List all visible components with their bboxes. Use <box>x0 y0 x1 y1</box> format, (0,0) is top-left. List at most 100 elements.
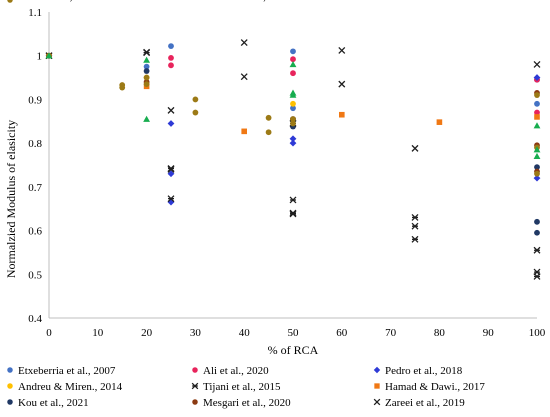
data-point <box>143 81 150 88</box>
data-point <box>192 96 199 103</box>
data-point <box>45 52 53 59</box>
data-point <box>289 61 297 68</box>
x-axis: 0 10 20 30 40 50 60 70 80 90 100 <box>46 327 546 339</box>
data-point <box>534 229 540 236</box>
x-tick-label: 90 <box>483 327 495 339</box>
data-points <box>45 39 541 280</box>
x-tick-label: 50 <box>288 327 300 339</box>
legend-label: Fonseca et al., 2011 <box>203 0 290 3</box>
y-tick-label: 0.8 <box>28 138 42 150</box>
legend-marker <box>7 0 13 3</box>
legend-marker <box>192 367 198 373</box>
data-point <box>167 120 175 127</box>
data-point <box>338 47 346 54</box>
data-point <box>240 39 248 47</box>
data-point <box>533 74 541 81</box>
data-point <box>143 115 150 122</box>
data-point <box>143 74 150 81</box>
data-point <box>534 170 540 177</box>
data-point <box>143 48 151 56</box>
legend-marker <box>373 366 381 374</box>
data-point <box>533 273 541 280</box>
data-point <box>533 152 541 159</box>
data-point <box>168 43 174 49</box>
data-point <box>143 63 150 70</box>
data-point <box>533 174 541 182</box>
legend-label: Kou et al., 2021 <box>18 397 89 409</box>
data-point <box>436 119 443 125</box>
y-tick-label: 1 <box>37 51 43 63</box>
legend-label: Mesgari et al., 2020 <box>203 397 291 409</box>
data-point <box>119 84 126 91</box>
data-point <box>533 122 541 129</box>
data-point <box>167 198 175 206</box>
data-point <box>167 165 175 173</box>
y-tick-label: 0.9 <box>28 94 42 106</box>
data-point <box>534 218 540 225</box>
y-tick-label: 1.1 <box>28 7 42 19</box>
legend-marker <box>373 398 381 406</box>
y-axis: 0.4 0.5 0.6 0.7 0.8 0.9 1 1.1 <box>28 7 42 325</box>
legend-label: Pedro et al., 2018 <box>385 365 463 377</box>
data-point <box>534 109 540 116</box>
data-point <box>265 114 272 121</box>
y-tick-label: 0.6 <box>28 226 42 238</box>
legend-marker <box>7 383 13 389</box>
x-tick-label: 10 <box>92 327 104 339</box>
y-tick-label: 0.7 <box>28 182 42 194</box>
data-point <box>534 164 540 171</box>
legend-marker <box>7 367 13 373</box>
data-point <box>534 114 540 120</box>
data-point <box>411 144 419 152</box>
legend-marker <box>192 399 198 405</box>
x-axis-title: % of RCA <box>268 343 319 357</box>
data-point <box>411 213 419 221</box>
x-tick-label: 40 <box>239 327 251 339</box>
data-point <box>167 195 175 203</box>
data-point <box>289 139 297 147</box>
data-point <box>167 106 175 114</box>
legend: Etxeberria et al., 2007 Ali et al., 2020 P… <box>7 0 485 409</box>
data-point <box>290 120 296 127</box>
data-point <box>339 111 345 118</box>
x-tick-label: 0 <box>46 327 52 339</box>
y-tick-label: 0.4 <box>28 313 42 325</box>
legend-label: Ali et al., 2020 <box>203 365 269 377</box>
data-point <box>289 135 297 143</box>
legend-marker <box>7 399 13 405</box>
data-point <box>290 116 296 122</box>
x-tick-label: 60 <box>336 327 348 339</box>
plot-frame <box>48 12 537 319</box>
data-point <box>290 70 296 77</box>
data-point <box>167 170 175 178</box>
legend-label: Hamad & Dawi., 2017 <box>385 381 485 393</box>
data-point <box>289 91 297 98</box>
data-point <box>533 246 541 254</box>
data-point <box>168 55 174 61</box>
data-point <box>338 80 346 88</box>
y-axis-title: Normalzied Modulus of elasicity <box>4 120 18 278</box>
data-point <box>290 48 296 55</box>
x-tick-label: 20 <box>141 327 153 339</box>
data-point <box>192 109 199 116</box>
data-point <box>411 222 419 230</box>
data-point <box>533 60 541 68</box>
data-point <box>240 73 248 81</box>
data-point <box>290 56 296 63</box>
legend-label: Andreu & Miren., 2014 <box>18 381 123 393</box>
data-point <box>533 146 541 153</box>
data-point <box>289 210 297 218</box>
data-point <box>290 105 296 112</box>
legend-label: Tijani et al., 2015 <box>203 381 281 393</box>
legend-marker <box>191 382 199 390</box>
legend-label: Sobuz et al., 2022 <box>18 0 97 3</box>
legend-marker <box>374 383 380 389</box>
data-point <box>290 100 296 107</box>
legend-label: Zareei et al., 2019 <box>385 397 465 409</box>
legend-label: Etxeberria et al., 2007 <box>18 365 116 377</box>
data-point <box>143 56 150 63</box>
data-point <box>143 68 150 74</box>
data-point <box>265 129 272 136</box>
data-point <box>411 235 419 243</box>
